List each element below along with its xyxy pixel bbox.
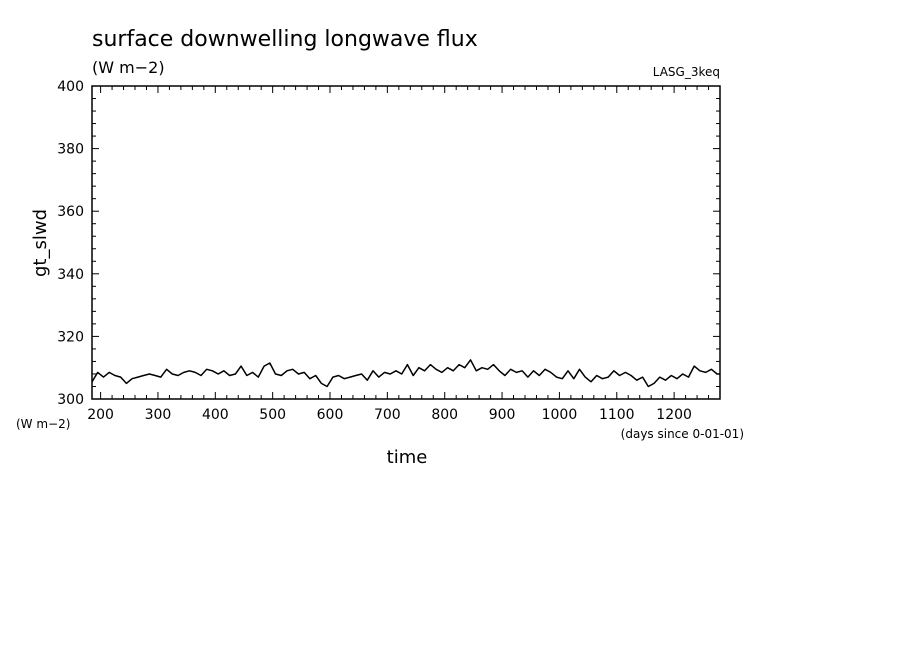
y-axis-units: (W m−2) [16, 417, 70, 431]
y-tick-label: 300 [57, 392, 84, 408]
x-tick-label: 300 [145, 407, 172, 423]
series-line [91, 359, 720, 388]
x-tick-label: 1100 [599, 407, 635, 423]
x-tick-label: 500 [259, 407, 286, 423]
x-tick-label: 800 [431, 407, 458, 423]
dataset-label: LASG_3keq [653, 65, 720, 79]
x-tick-label: 1200 [656, 407, 692, 423]
y-tick-label: 400 [57, 79, 84, 95]
series-layer [91, 359, 720, 388]
x-axis-units: (days since 0-01-01) [621, 427, 744, 441]
x-tick-label: 1000 [542, 407, 578, 423]
title-units: (W m−2) [92, 58, 165, 77]
y-tick-label: 320 [57, 329, 84, 345]
x-tick-label: 600 [317, 407, 344, 423]
y-axis-ticks: 300 320 340 360 380 400 [57, 79, 720, 408]
x-tick-label: 700 [374, 407, 401, 423]
x-tick-label: 200 [87, 407, 114, 423]
x-axis-title: time [387, 447, 428, 468]
x-tick-label: 900 [489, 407, 516, 423]
x-axis-ticks: 200 300 400 500 600 700 800 900 1000 1100 1200 [87, 86, 721, 423]
y-tick-label: 360 [57, 204, 84, 220]
x-tick-label: 400 [202, 407, 229, 423]
y-tick-label: 380 [57, 142, 84, 158]
y-axis-title: gt_slwd [30, 209, 51, 277]
chart-title: surface downwelling longwave flux [92, 27, 478, 52]
y-tick-label: 340 [57, 267, 84, 283]
plot-frame [91, 85, 721, 400]
